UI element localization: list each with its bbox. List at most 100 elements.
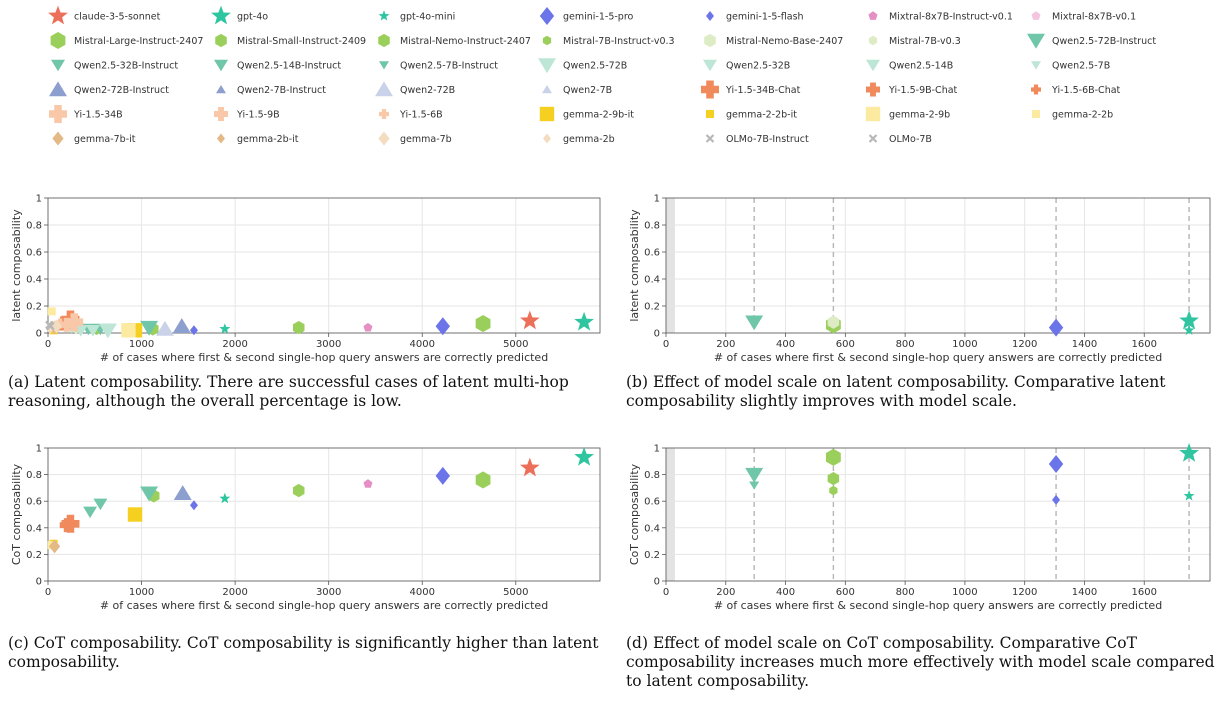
- legend-marker-qwen2-5-7b: [1031, 61, 1041, 70]
- point-qwen2-5-7b-instruct: [749, 321, 760, 330]
- point-qwen2-5-14b-instruct: [83, 506, 98, 519]
- legend-marker-gemma-2-9b: [865, 106, 881, 122]
- legend-marker-gemini-1-5-pro: [539, 7, 555, 25]
- legend-marker-qwen2-5-14b: [866, 59, 880, 72]
- y-tick-label: 0: [654, 577, 660, 588]
- point-gpt-4o: [1179, 310, 1199, 330]
- y-tick-label: 1: [36, 444, 42, 455]
- point-gpt-4o-mini: [219, 492, 231, 504]
- x-tick-label: 1000: [129, 587, 154, 598]
- legend-marker-yi-1-5-9b: [214, 107, 228, 121]
- point-qwen2-5-72b-instruct: [140, 486, 159, 502]
- legend-label: gemma-7b: [400, 134, 452, 145]
- legend-label: Yi-1.5-6B: [399, 110, 443, 121]
- legend-label: gemma-2-2b: [1052, 110, 1113, 121]
- x-tick-label: 1600: [1132, 587, 1157, 598]
- legend-marker-yi-1-5-6b: [379, 109, 389, 119]
- legend-marker-gemma-2-9b-it: [539, 106, 555, 122]
- x-tick-label: 600: [836, 339, 855, 350]
- legend-marker-claude-3-5-sonnet: [48, 5, 68, 25]
- legend-label: Qwen2-72B: [400, 85, 455, 96]
- legend-marker-yi-1-5-9b-chat: [866, 82, 880, 97]
- point-mistral-nemo-base-2407: [827, 315, 840, 329]
- legend-marker-qwen2-5-32b-instruct: [51, 59, 65, 72]
- point-qwen2-5-32b: [85, 325, 100, 337]
- plot-frame: [665, 197, 1211, 334]
- legend-label: Mistral-Large-Instruct-2407: [74, 36, 203, 47]
- legend-marker-gemma-2b-it: [217, 133, 225, 144]
- x-tick-label: 200: [716, 587, 735, 598]
- legend-label: Mistral-7B-Instruct-v0.3: [563, 36, 675, 47]
- legend-label: gemma-2b-it: [237, 134, 299, 145]
- point-gemini-1-5-pro: [435, 466, 451, 485]
- x-tick-label: 5000: [503, 587, 528, 598]
- y-tick-label: 1: [36, 194, 42, 205]
- legend-label: Yi-1.5-9B: [236, 110, 280, 121]
- y-tick-label: 0.2: [644, 302, 660, 313]
- legend-marker-olmo-7b-instruct: [705, 134, 715, 143]
- y-tick-label: 0.4: [26, 523, 42, 534]
- point-mistral-small-instruct-2409: [292, 483, 305, 498]
- y-tick-label: 0.4: [26, 275, 42, 286]
- y-tick-label: 0.4: [644, 523, 660, 534]
- legend-label: gemma-2-9b-it: [563, 110, 634, 121]
- legend-marker-olmo-7b: [868, 134, 878, 143]
- x-tick-label: 600: [836, 587, 855, 598]
- point-yi-1-5-6b: [55, 318, 66, 329]
- point-gemma-2-9b: [121, 323, 136, 338]
- y-tick-label: 0.8: [26, 221, 42, 232]
- legend-marker-gemma-2-2b: [1032, 110, 1040, 118]
- caption-a: (a) Latent composability. There are succ…: [8, 373, 569, 410]
- x-tick-label: 1200: [1012, 587, 1037, 598]
- x-tick-label: 1600: [1132, 339, 1157, 350]
- y-axis-label: CoT composability: [628, 463, 641, 565]
- legend-marker-mixtral-8x7b-v0-1: [1031, 11, 1041, 20]
- point-qwen2-5-7b-instruct: [749, 481, 760, 490]
- legend-label: gemma-2b: [563, 134, 615, 145]
- point-mistral-large-instruct-2407: [475, 315, 491, 333]
- legend-marker-qwen2-7b: [542, 85, 552, 94]
- x-tick-label: 1000: [129, 339, 154, 350]
- x-axis-label: # of cases where first & second single-h…: [714, 599, 1162, 612]
- point-gpt-4o-mini: [1183, 490, 1195, 501]
- point-gpt-4o-mini: [1183, 324, 1195, 335]
- point-qwen2-5-72b: [98, 323, 117, 339]
- legend-label: Qwen2.5-72B-Instruct: [1052, 36, 1156, 47]
- legend-label: gemini-1-5-flash: [726, 12, 804, 23]
- legend-label: Qwen2.5-14B: [889, 61, 953, 72]
- legend: claude-3-5-sonnet gpt-4o gpt-4o-mini gemini…: [48, 5, 1156, 146]
- legend-marker-yi-1-5-34b-chat: [701, 80, 719, 99]
- point-gemma-2-9b-it: [127, 507, 143, 522]
- legend-label: Yi-1.5-6B-Chat: [1051, 85, 1121, 96]
- y-axis-label: latent composability: [10, 209, 23, 322]
- y-tick-label: 0.6: [26, 497, 42, 508]
- x-tick-label: 1000: [952, 587, 977, 598]
- point-claude-3-5-sonnet: [519, 310, 540, 330]
- plot-frame: [47, 197, 601, 334]
- x-axis-label: # of cases where first & second single-h…: [100, 599, 548, 612]
- point-mistral-large-instruct-2407: [825, 448, 841, 466]
- legend-label: Mistral-7B-v0.3: [889, 36, 961, 47]
- legend-marker-mistral-nemo-instruct-2407: [378, 33, 390, 48]
- point-mixtral-8x7b-instruct-v0-1: [363, 479, 373, 488]
- x-axis-label: # of cases where first & second single-h…: [714, 351, 1162, 364]
- point-qwen2-5-72b-instruct: [140, 320, 159, 336]
- legend-marker-qwen2-7b-instruct: [216, 85, 226, 94]
- point-gpt-4o: [574, 446, 594, 466]
- point-gemini-1-5-pro: [1048, 454, 1064, 473]
- legend-label: Mistral-Nemo-Base-2407: [726, 36, 843, 47]
- legend-marker-qwen2-5-72b: [538, 58, 556, 74]
- point-qwen2-72b-instruct: [173, 485, 192, 500]
- chart-a-latent-composability: 0 1000 2000 3000 4000 5000 0 0.2 0.4 0.6 0.8 1 # of …: [10, 194, 601, 364]
- chart-d-cot-scale: 0 200 400 600 800 1000 1200 1400 1600 0 0.2 0.4 0.6 0…: [628, 442, 1211, 612]
- y-tick-label: 1: [654, 444, 660, 455]
- point-claude-3-5-sonnet: [519, 457, 540, 477]
- shaded-region: [666, 198, 675, 333]
- legend-marker-mixtral-8x7b-instruct-v0-1: [868, 11, 878, 20]
- legend-marker-qwen2-5-32b: [703, 59, 717, 72]
- x-tick-label: 0: [663, 587, 669, 598]
- legend-marker-qwen2-5-7b-instruct: [379, 61, 389, 70]
- legend-marker-mistral-small-instruct-2409: [215, 33, 227, 48]
- point-mistral-small-instruct-2409: [292, 320, 305, 335]
- point-gpt-4o: [574, 311, 594, 331]
